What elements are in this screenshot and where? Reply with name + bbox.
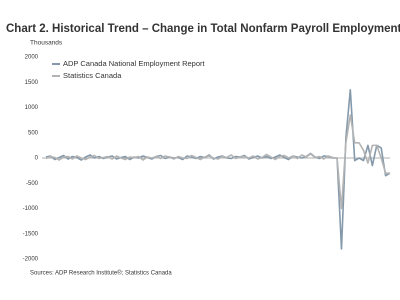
y-tick-label: 2000 [25, 55, 39, 61]
y-tick-label: 1500 [25, 80, 39, 86]
legend-label: Statistics Canada [63, 71, 122, 80]
legend-label: ADP Canada National Employment Report [63, 59, 206, 68]
y-tick-label: -1500 [23, 231, 39, 237]
y-tick-label: 1000 [25, 105, 39, 111]
y-axis-label: Thousands [30, 40, 63, 47]
source-note: Sources: ADP Research Institute®; Statis… [30, 270, 172, 277]
line-series [45, 114, 390, 210]
chart-title: Chart 2. Historical Trend – Change in To… [6, 23, 400, 35]
y-tick-label: 0 [35, 156, 39, 162]
y-tick-label: -2000 [23, 257, 39, 263]
y-tick-label: 500 [28, 130, 39, 136]
y-tick-label: -500 [26, 181, 39, 187]
y-tick-label: -1000 [23, 206, 39, 212]
